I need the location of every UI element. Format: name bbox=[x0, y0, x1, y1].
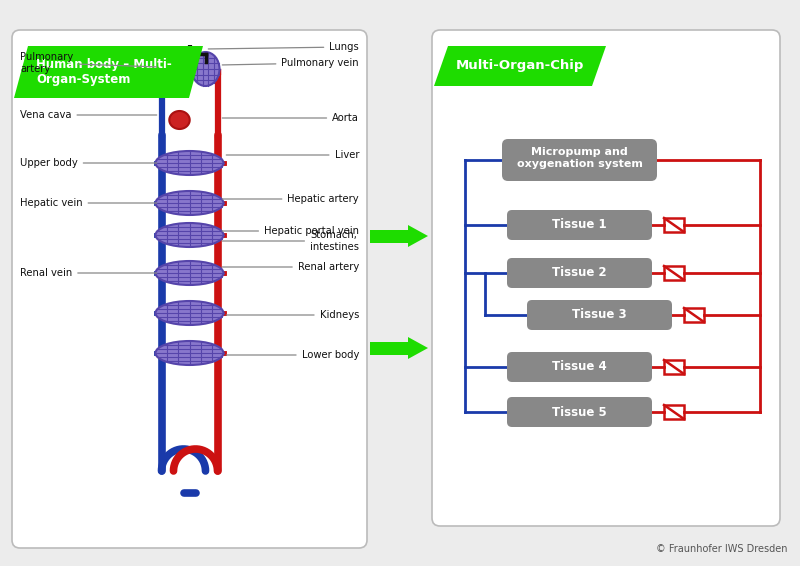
Text: © Fraunhofer IWS Dresden: © Fraunhofer IWS Dresden bbox=[657, 544, 788, 554]
Bar bbox=[370, 341, 408, 354]
FancyBboxPatch shape bbox=[527, 300, 672, 330]
Ellipse shape bbox=[191, 52, 219, 86]
Text: Kidneys: Kidneys bbox=[226, 310, 359, 320]
Text: Tissue 1: Tissue 1 bbox=[552, 218, 607, 231]
Polygon shape bbox=[408, 337, 428, 359]
FancyBboxPatch shape bbox=[507, 258, 652, 288]
Text: Hepatic vein: Hepatic vein bbox=[20, 198, 157, 208]
Text: Multi-Organ-Chip: Multi-Organ-Chip bbox=[456, 59, 584, 72]
Ellipse shape bbox=[155, 301, 223, 325]
Text: Stomach,
intestines: Stomach, intestines bbox=[222, 230, 359, 252]
FancyBboxPatch shape bbox=[507, 210, 652, 240]
Text: Upper body: Upper body bbox=[20, 158, 157, 168]
Polygon shape bbox=[14, 46, 203, 98]
Text: Vena cava: Vena cava bbox=[20, 110, 157, 120]
Bar bbox=[684, 308, 704, 322]
Bar bbox=[664, 360, 684, 374]
FancyBboxPatch shape bbox=[502, 139, 657, 181]
Text: Lungs: Lungs bbox=[208, 42, 359, 52]
Ellipse shape bbox=[155, 191, 223, 215]
Text: Pulmonary
artery: Pulmonary artery bbox=[20, 52, 157, 74]
Text: Lower body: Lower body bbox=[226, 350, 359, 360]
FancyBboxPatch shape bbox=[12, 30, 367, 548]
Text: Human body – Multi-
Organ-System: Human body – Multi- Organ-System bbox=[36, 58, 172, 86]
FancyBboxPatch shape bbox=[507, 397, 652, 427]
Text: Micropump and
oxygenation system: Micropump and oxygenation system bbox=[517, 147, 642, 169]
Text: Tissue 4: Tissue 4 bbox=[552, 361, 607, 374]
Bar bbox=[664, 266, 684, 280]
Ellipse shape bbox=[155, 223, 223, 247]
Text: Hepatic portal vein: Hepatic portal vein bbox=[222, 226, 359, 236]
Text: Liver: Liver bbox=[226, 150, 359, 160]
Text: Tissue 5: Tissue 5 bbox=[552, 405, 607, 418]
Text: Tissue 3: Tissue 3 bbox=[572, 308, 627, 321]
Text: Tissue 2: Tissue 2 bbox=[552, 267, 607, 280]
Polygon shape bbox=[434, 46, 606, 86]
Text: Renal artery: Renal artery bbox=[222, 262, 359, 272]
Polygon shape bbox=[170, 111, 190, 129]
Text: Pulmonary vein: Pulmonary vein bbox=[222, 58, 359, 68]
Text: Renal vein: Renal vein bbox=[20, 268, 157, 278]
Ellipse shape bbox=[155, 261, 223, 285]
Text: Hepatic artery: Hepatic artery bbox=[222, 194, 359, 204]
Ellipse shape bbox=[155, 151, 223, 175]
Polygon shape bbox=[408, 225, 428, 247]
Ellipse shape bbox=[159, 52, 187, 86]
Bar bbox=[664, 218, 684, 232]
Bar bbox=[370, 229, 408, 242]
Ellipse shape bbox=[155, 341, 223, 365]
Bar bbox=[664, 405, 684, 419]
FancyBboxPatch shape bbox=[507, 352, 652, 382]
Text: Aorta: Aorta bbox=[222, 113, 359, 123]
FancyBboxPatch shape bbox=[432, 30, 780, 526]
